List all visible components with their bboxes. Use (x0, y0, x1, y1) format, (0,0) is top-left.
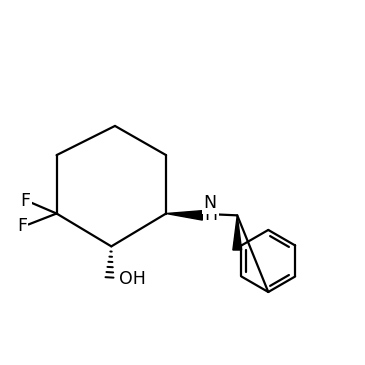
Text: OH: OH (119, 270, 146, 288)
Text: H: H (204, 206, 218, 224)
Text: N: N (204, 195, 217, 212)
Text: F: F (20, 192, 31, 210)
Text: F: F (17, 217, 27, 235)
Polygon shape (233, 215, 242, 250)
Polygon shape (166, 211, 203, 220)
